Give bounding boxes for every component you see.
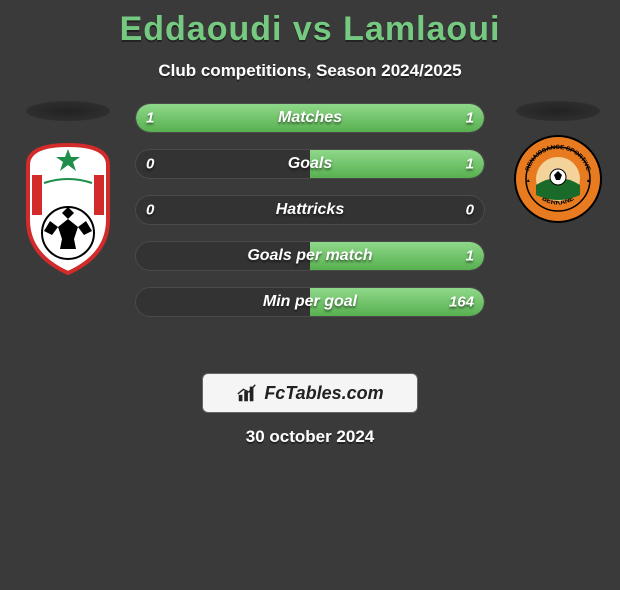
stat-bar-row: Min per goal 164 [135,287,485,317]
right-crest-icon: RENAISSANCE SPORTIVE BERKANE [514,135,602,223]
stat-bars: 1 Matches 1 0 Goals 1 0 Hattricks 0 Goals per mat… [135,103,485,317]
bar-label: Min per goal [263,293,357,311]
bar-value-right: 1 [466,248,474,265]
bar-value-left: 0 [146,202,154,219]
bar-value-right: 164 [449,294,474,311]
page-title: Eddaoudi vs Lamlaoui [0,10,620,49]
shadow-oval-icon [516,101,600,121]
right-team-crest: RENAISSANCE SPORTIVE BERKANE [514,101,602,223]
stat-bar-row: 0 Goals 1 [135,149,485,179]
bar-value-right: 0 [466,202,474,219]
stat-bar-row: 0 Hattricks 0 [135,195,485,225]
left-team-crest [18,101,118,275]
shadow-oval-icon [26,101,110,121]
subtitle: Club competitions, Season 2024/2025 [0,61,620,81]
bar-label: Hattricks [276,201,344,219]
bar-value-right: 1 [466,156,474,173]
left-crest-icon [18,135,118,275]
bar-value-left: 1 [146,110,154,127]
stat-bar-row: 1 Matches 1 [135,103,485,133]
bars-chart-icon [236,382,258,404]
bar-value-right: 1 [466,110,474,127]
logo-text: FcTables.com [264,383,383,404]
bar-label: Matches [278,109,342,127]
bar-label: Goals per match [247,247,372,265]
stat-bar-row: Goals per match 1 [135,241,485,271]
bar-fill-right [310,150,484,178]
date-label: 30 october 2024 [0,427,620,447]
fctables-logo: FcTables.com [202,373,418,413]
bar-label: Goals [288,155,332,173]
comparison-area: RENAISSANCE SPORTIVE BERKANE 1 Matches 1 0 G… [0,101,620,361]
bar-value-left: 0 [146,156,154,173]
